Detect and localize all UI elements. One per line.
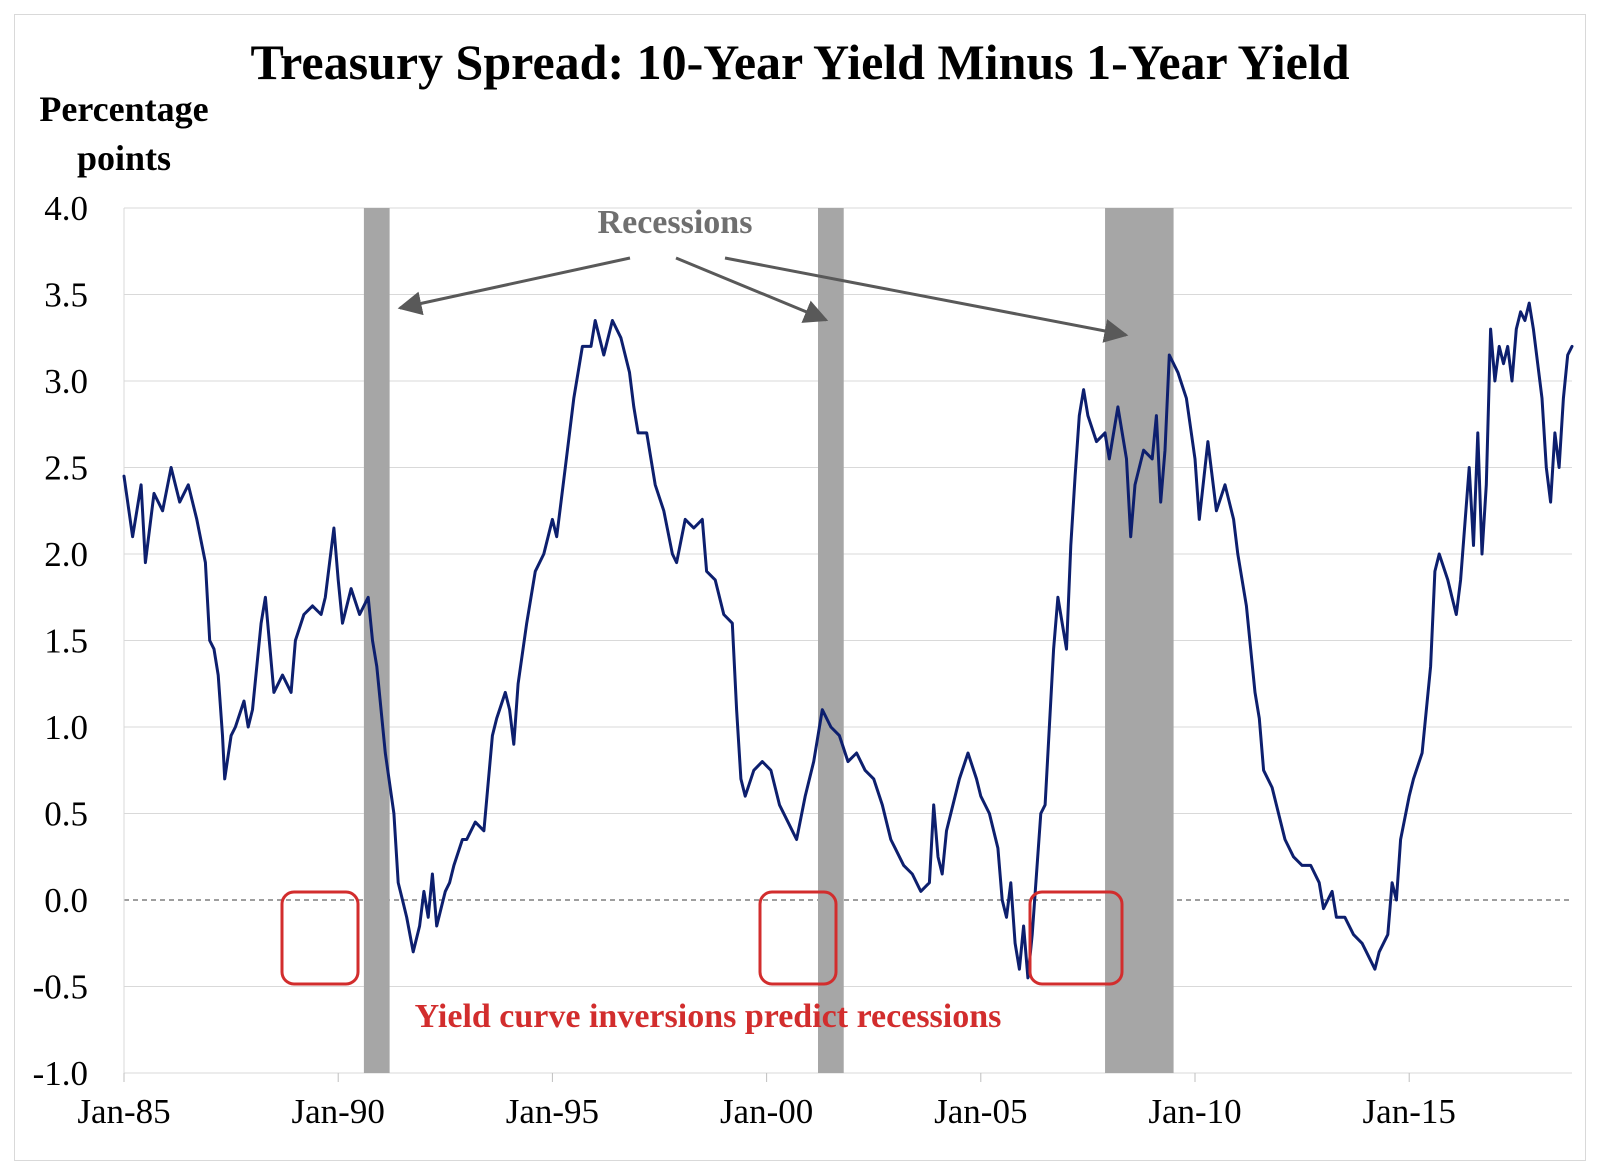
y-tick-label: -0.5 xyxy=(33,968,88,1007)
recessions-annotation: Recessions xyxy=(598,204,753,241)
y-tick-label: 1.0 xyxy=(44,708,88,747)
x-tick-label: Jan-15 xyxy=(1363,1092,1456,1131)
y-tick-label: 0.5 xyxy=(44,795,88,834)
recession-band xyxy=(1105,208,1174,1073)
x-tick-label: Jan-00 xyxy=(720,1092,813,1131)
y-tick-label: 2.5 xyxy=(44,449,88,488)
x-tick-labels: Jan-85 Jan-90 Jan-95 Jan-00 Jan-05 Jan-10 Jan-… xyxy=(77,1092,1456,1131)
x-tick-label: Jan-85 xyxy=(77,1092,170,1131)
x-tick-label: Jan-95 xyxy=(506,1092,599,1131)
inversion-boxes xyxy=(280,890,1124,986)
y-tick-label: 1.5 xyxy=(44,622,88,661)
y-tick-labels: 4.0 3.5 3.0 2.5 2.0 1.5 1.0 0.5 0.0 -0.5 -1.0 xyxy=(33,189,88,1093)
inversion-box xyxy=(280,890,360,986)
recession-arrow xyxy=(724,256,1129,343)
inversion-box xyxy=(758,890,838,986)
y-tick-label: 2.0 xyxy=(44,535,88,574)
x-tick-label: Jan-05 xyxy=(934,1092,1027,1131)
y-tick-label: 0.0 xyxy=(44,881,88,920)
x-tick-label: Jan-90 xyxy=(292,1092,385,1131)
recession-arrows xyxy=(397,256,1129,343)
recession-arrow xyxy=(397,256,631,316)
y-tick-label: 3.5 xyxy=(44,276,88,315)
y-axis-label-line-1: Percentage xyxy=(39,89,208,129)
inversion-annotation: Yield curve inversions predict recession… xyxy=(415,998,1002,1035)
recession-bands xyxy=(363,208,1174,1073)
chart-frame xyxy=(14,14,1586,1161)
y-tick-label: 4.0 xyxy=(44,189,88,228)
y-axis-label-line-2: points xyxy=(77,138,171,178)
inversion-box xyxy=(1028,890,1124,986)
recession-band xyxy=(818,208,844,1073)
x-tick-label: Jan-10 xyxy=(1148,1092,1241,1131)
y-tick-label: 3.0 xyxy=(44,362,88,401)
spread-series xyxy=(122,301,1574,980)
y-tick-label: -1.0 xyxy=(33,1054,88,1093)
recession-band xyxy=(363,208,390,1073)
recession-arrow xyxy=(675,256,829,323)
series-line xyxy=(122,301,1574,980)
chart-title: Treasury Spread: 10-Year Yield Minus 1-Y… xyxy=(250,34,1349,90)
gridlines xyxy=(123,207,1572,1082)
